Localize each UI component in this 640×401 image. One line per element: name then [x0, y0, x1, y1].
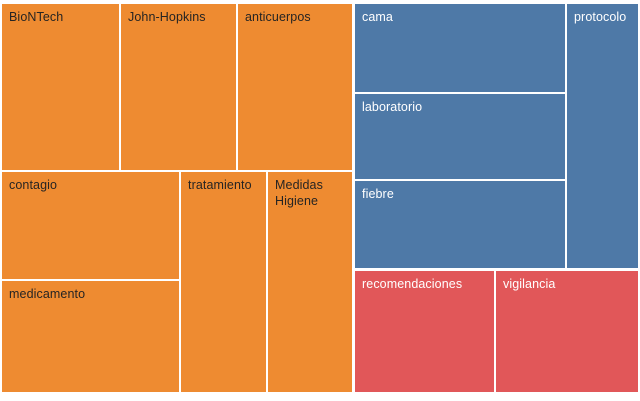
treemap-cell-label: BioNTech: [9, 10, 64, 24]
treemap-cell-anticuerpos[interactable]: anticuerpos: [238, 4, 352, 170]
treemap-cell-fiebre[interactable]: fiebre: [355, 181, 565, 268]
treemap-cell-label: cama: [362, 10, 393, 24]
treemap-cell-protocolo[interactable]: protocolo: [567, 4, 638, 268]
treemap-cell-label: medicamento: [9, 287, 86, 301]
treemap-cell-label: John-Hopkins: [128, 10, 206, 24]
treemap-cell-label: Medidas Higiene: [275, 178, 323, 209]
treemap-cell-vigilancia[interactable]: vigilancia: [496, 271, 638, 392]
treemap-cell-label: laboratorio: [362, 100, 423, 114]
treemap-cell-biontech[interactable]: BioNTech: [2, 4, 119, 170]
treemap-cell-medidas-higiene[interactable]: Medidas Higiene: [268, 172, 352, 392]
treemap-cell-recomendaciones[interactable]: recomendaciones: [355, 271, 494, 392]
treemap-cell-label: contagio: [9, 178, 58, 192]
treemap-cell-john-hopkins[interactable]: John-Hopkins: [121, 4, 236, 170]
treemap-cell-medicamento[interactable]: medicamento: [2, 281, 179, 392]
treemap-cell-laboratorio[interactable]: laboratorio: [355, 94, 565, 179]
treemap-cell-contagio[interactable]: contagio: [2, 172, 179, 279]
treemap-cell-cama[interactable]: cama: [355, 4, 565, 92]
treemap-cell-label: vigilancia: [503, 277, 556, 291]
treemap-cell-label: fiebre: [362, 187, 394, 201]
treemap-cell-label: tratamiento: [188, 178, 252, 192]
treemap-cell-label: protocolo: [574, 10, 627, 24]
treemap-cell-label: anticuerpos: [245, 10, 311, 24]
treemap-cell-label: recomendaciones: [362, 277, 463, 291]
treemap-cell-tratamiento[interactable]: tratamiento: [181, 172, 266, 392]
